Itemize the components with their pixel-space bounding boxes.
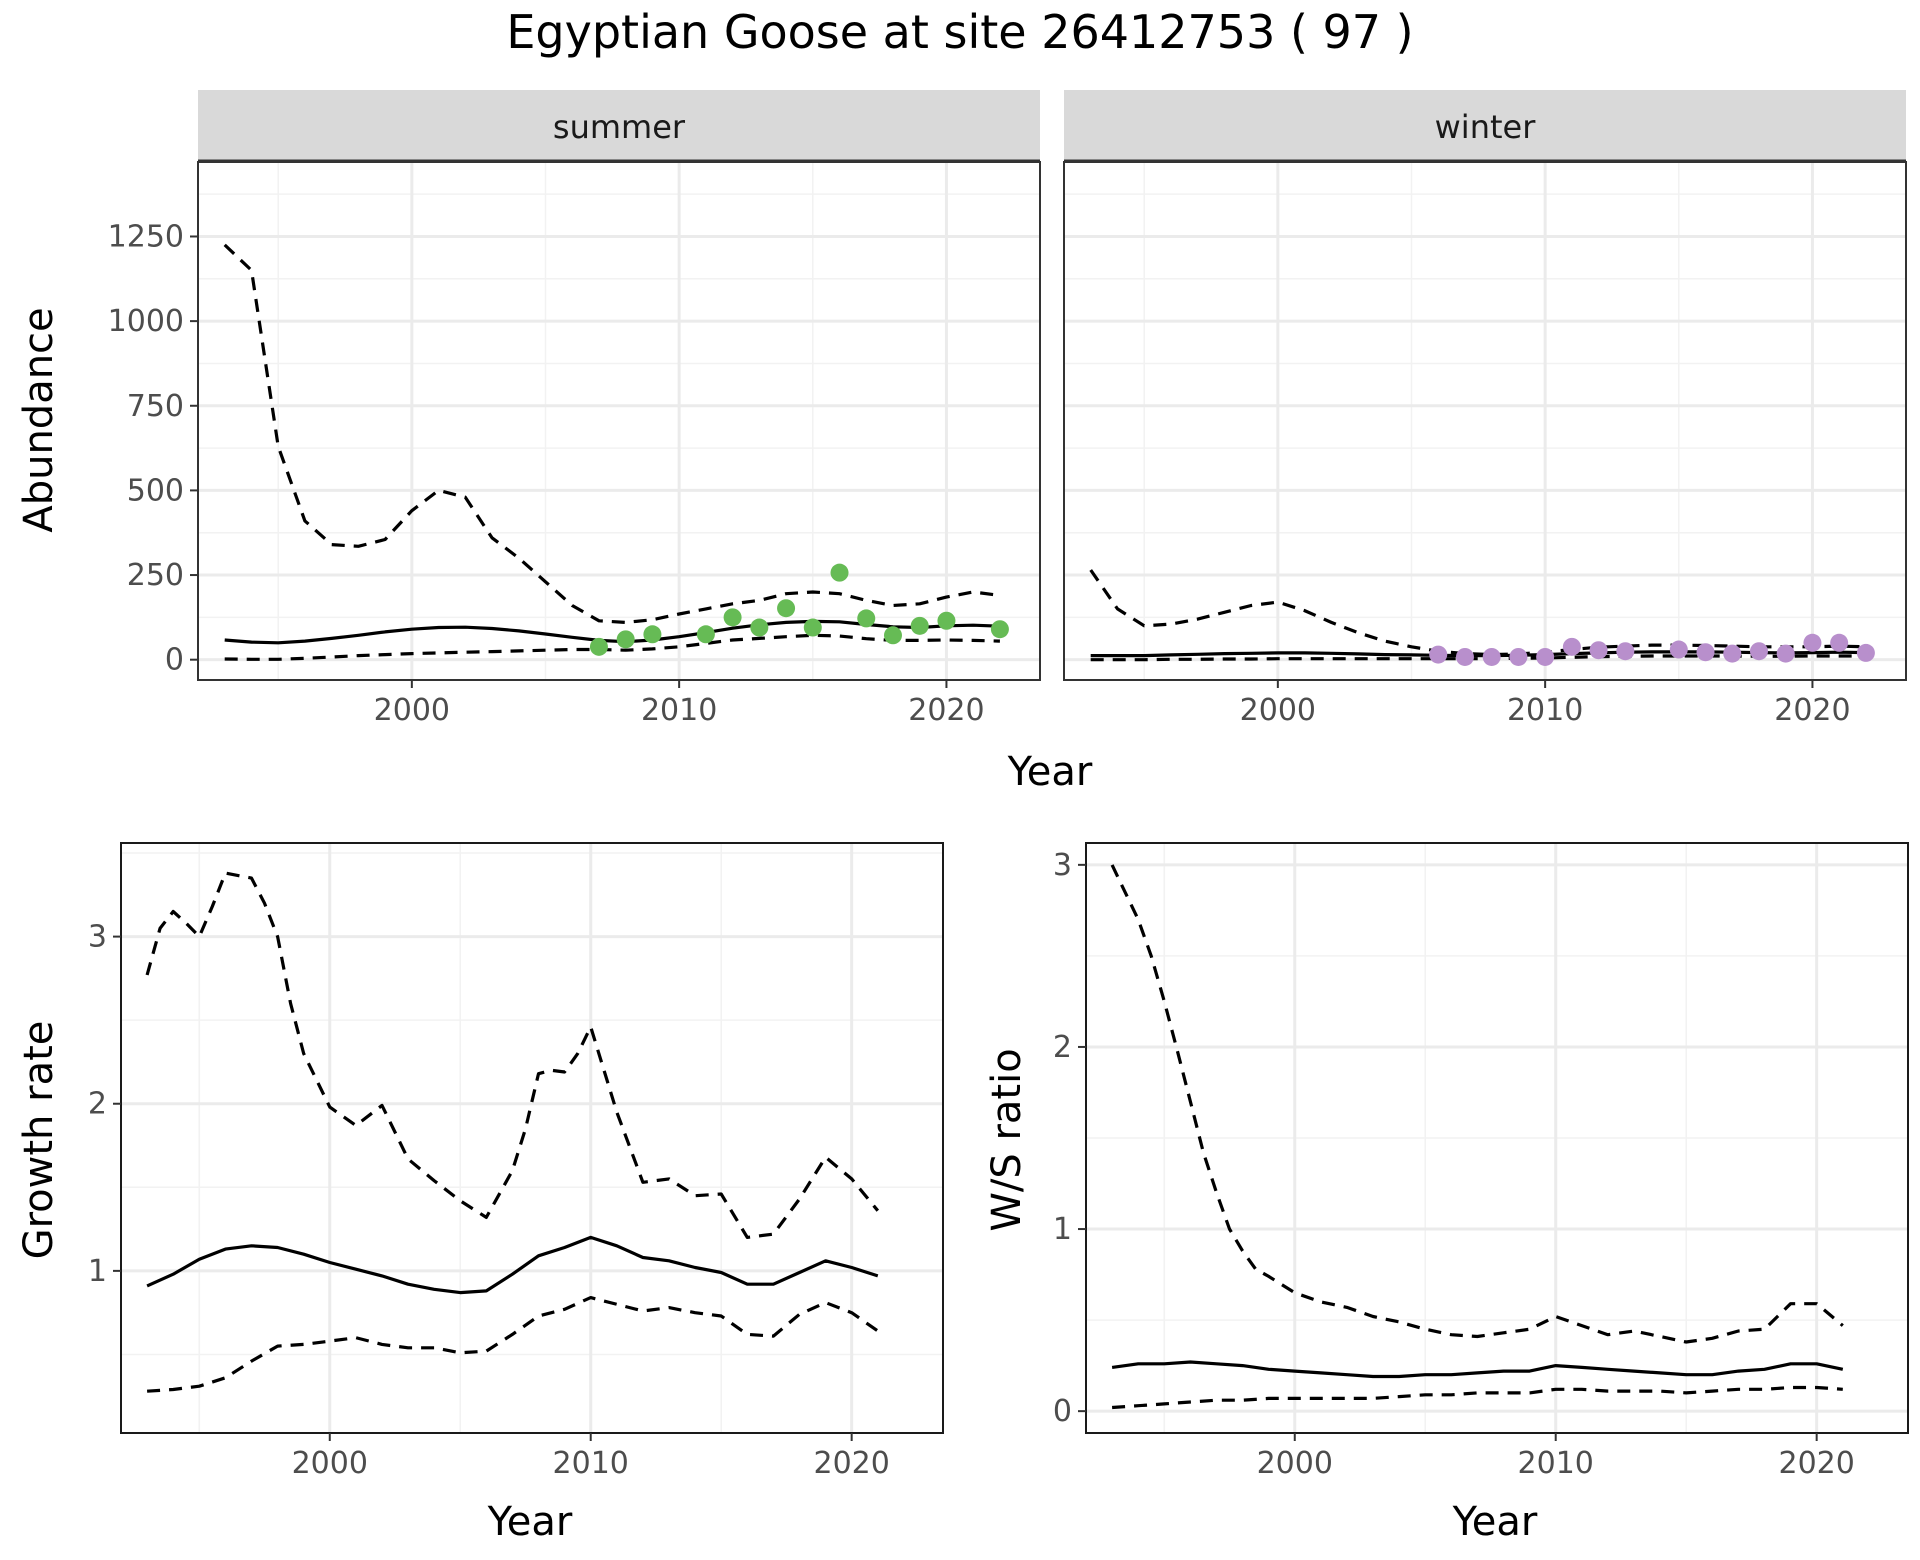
plot-background xyxy=(121,843,943,1433)
ratio-y-axis-title: W/S ratio xyxy=(984,1048,1030,1231)
observed-point xyxy=(1562,637,1581,656)
y-tick-label: 500 xyxy=(127,473,184,508)
x-tick-label: 2010 xyxy=(1518,1446,1594,1481)
observed-point xyxy=(937,611,956,630)
growth-x-axis-title: Year xyxy=(487,1499,573,1545)
panel-border xyxy=(1063,161,1907,681)
lower-bound-line xyxy=(1111,1385,1843,1410)
y-tick-label: 250 xyxy=(127,558,184,593)
observed-point xyxy=(1749,642,1768,661)
observed-point xyxy=(589,637,608,656)
ratio-x-axis-title: Year xyxy=(1452,1499,1538,1545)
observed-point xyxy=(750,618,769,637)
y-tick-label: 1 xyxy=(88,1254,107,1289)
observed-point xyxy=(1856,643,1875,662)
observed-point xyxy=(1696,643,1715,662)
x-tick-label: 2010 xyxy=(641,693,717,728)
x-tick-label: 2020 xyxy=(1778,1446,1854,1481)
strip-summer-background xyxy=(198,90,1040,162)
growth-rate-panel: 2000 2010 2020 1 2 3 xyxy=(88,842,944,1481)
observed-point xyxy=(857,609,876,628)
lower-bound-line xyxy=(146,1296,879,1393)
panel-border xyxy=(1085,842,1909,1434)
winter-abundance-panel: 2000 2010 2020 xyxy=(1063,161,1907,728)
strip-winter: winter xyxy=(1064,90,1906,163)
summer-abundance-panel: 2000 2010 2020 0 250 500 750 1000 1250 xyxy=(108,161,1041,728)
observed-point xyxy=(1616,642,1635,661)
y-tick-label: 1000 xyxy=(108,304,184,339)
y-tick-label: 2 xyxy=(88,1087,107,1122)
observed-point xyxy=(803,618,822,637)
panel-border xyxy=(120,842,944,1434)
observed-point xyxy=(830,563,849,582)
y-tick-label: 1250 xyxy=(108,219,184,254)
upper-bound-line xyxy=(145,871,880,1239)
y-tick-label: 2 xyxy=(1053,1030,1072,1065)
x-tick-label: 2010 xyxy=(1507,693,1583,728)
observed-point xyxy=(910,616,929,635)
observed-point xyxy=(777,599,796,618)
x-tick-label: 2000 xyxy=(292,1446,368,1481)
observed-point xyxy=(643,625,662,644)
observed-point xyxy=(1536,647,1555,666)
chart-title: Egyptian Goose at site 26412753 ( 97 ) xyxy=(506,5,1413,59)
upper-bound-line xyxy=(223,243,1001,624)
observed-point xyxy=(696,625,715,644)
observed-point xyxy=(1669,640,1688,659)
y-tick-label: 3 xyxy=(1053,848,1072,883)
x-tick-label: 2000 xyxy=(1257,1446,1333,1481)
plot-background xyxy=(198,162,1040,680)
y-tick-label: 0 xyxy=(165,643,184,678)
y-tick-label: 750 xyxy=(127,389,184,424)
observed-point xyxy=(1482,647,1501,666)
y-tick-label: 0 xyxy=(1053,1394,1072,1429)
observed-point xyxy=(1509,647,1528,666)
plot-background xyxy=(1064,162,1906,680)
observed-point xyxy=(990,620,1009,639)
x-tick-label: 2020 xyxy=(1774,693,1850,728)
observed-point xyxy=(1803,633,1822,652)
x-tick-label: 2020 xyxy=(813,1446,889,1481)
strip-summer-label: summer xyxy=(553,108,686,146)
top-x-axis-title: Year xyxy=(1007,749,1093,795)
strip-summer: summer xyxy=(198,90,1040,163)
top-y-axis-title: Abundance xyxy=(16,307,62,532)
observed-point xyxy=(616,630,635,649)
ws-ratio-panel: 2000 2010 2020 0 1 2 3 xyxy=(1053,842,1909,1481)
observed-point xyxy=(723,608,742,627)
x-tick-label: 2020 xyxy=(908,693,984,728)
x-tick-label: 2000 xyxy=(374,693,450,728)
estimate-line xyxy=(1111,1360,1844,1379)
observed-point xyxy=(883,626,902,645)
observed-point xyxy=(1455,647,1474,666)
observed-point xyxy=(1776,644,1795,663)
observed-point xyxy=(1830,633,1849,652)
x-tick-label: 2010 xyxy=(553,1446,629,1481)
lower-bound-line xyxy=(224,633,1000,661)
observed-point xyxy=(1429,645,1448,664)
panel-border xyxy=(197,161,1041,681)
strip-winter-background xyxy=(1064,90,1906,162)
observed-point xyxy=(1589,641,1608,660)
observed-point xyxy=(1723,644,1742,663)
x-tick-label: 2000 xyxy=(1240,693,1316,728)
y-tick-label: 1 xyxy=(1053,1212,1072,1247)
upper-bound-line xyxy=(1110,864,1844,1344)
estimate-line xyxy=(146,1235,879,1295)
growth-y-axis-title: Growth rate xyxy=(16,1021,62,1260)
y-tick-label: 3 xyxy=(88,920,107,955)
strip-winter-label: winter xyxy=(1435,108,1537,146)
